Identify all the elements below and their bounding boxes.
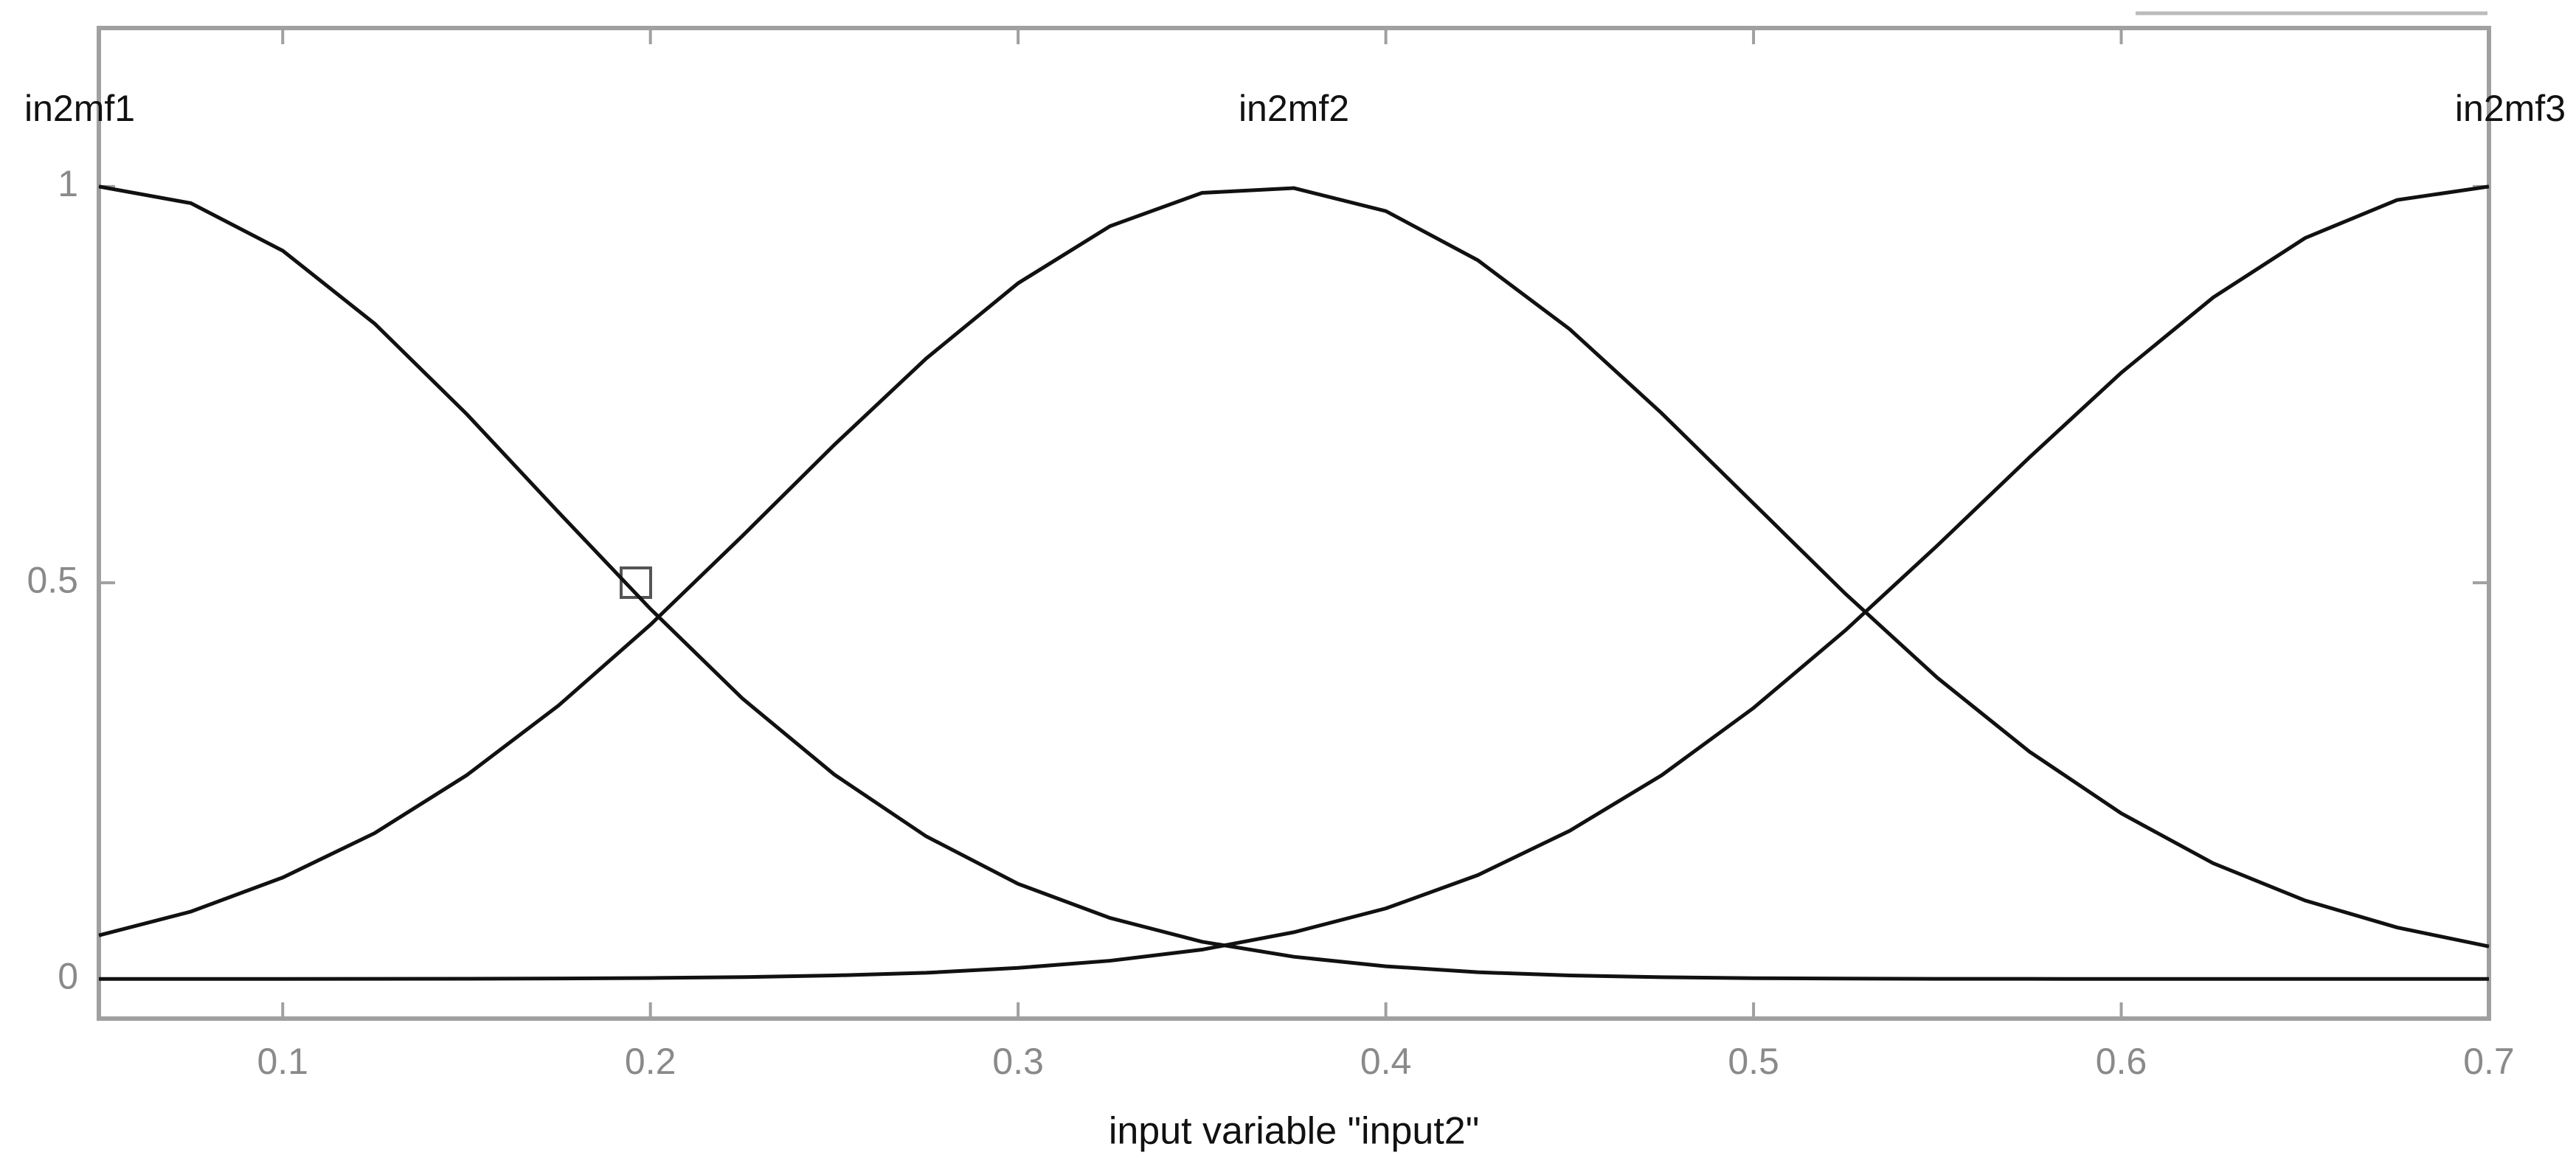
mf-curve (99, 184, 2490, 981)
mf-curve (98, 184, 2489, 981)
x-axis-label: input variable "input2" (1109, 1110, 1479, 1153)
x-tick-label: 0.2 (625, 1041, 676, 1082)
plot-frame (97, 26, 2491, 1021)
x-tick-label: 0.4 (1360, 1041, 1412, 1082)
mf-label: in2mf2 (1239, 88, 1349, 129)
mf-label: in2mf3 (2455, 88, 2566, 129)
mf-curve (98, 186, 2490, 949)
mf-label: in2mf1 (24, 88, 135, 129)
x-tick-label: 0.7 (2463, 1041, 2515, 1082)
x-tick-label: 0.3 (992, 1041, 1044, 1082)
y-tick-label: 1 (58, 163, 78, 204)
selection-handle[interactable] (620, 566, 652, 599)
y-tick-label: 0 (58, 955, 78, 996)
x-tick-label: 0.6 (2096, 1041, 2147, 1082)
y-tick-label: 0.5 (27, 559, 78, 600)
x-tick-label: 0.1 (257, 1041, 308, 1082)
x-tick-label: 0.5 (1728, 1041, 1779, 1082)
